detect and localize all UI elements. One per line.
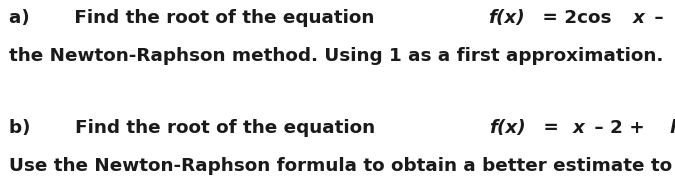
Text: Use the Newton-Raphson formula to obtain a better estimate to 4 d.p.: Use the Newton-Raphson formula to obtain… (9, 157, 675, 175)
Text: b)       Find the root of the equation: b) Find the root of the equation (9, 119, 381, 137)
Text: x: x (633, 9, 645, 27)
Text: the Newton-Raphson method. Using 1 as a first approximation.: the Newton-Raphson method. Using 1 as a … (9, 47, 663, 65)
Text: a)       Find the root of the equation: a) Find the root of the equation (9, 9, 381, 27)
Text: lnx: lnx (670, 119, 675, 137)
Text: f(x): f(x) (489, 9, 525, 27)
Text: – 2 +: – 2 + (589, 119, 651, 137)
Text: –: – (649, 9, 670, 27)
Text: = 2cos: = 2cos (536, 9, 611, 27)
Text: =: = (537, 119, 565, 137)
Text: x: x (573, 119, 585, 137)
Text: f(x): f(x) (489, 119, 526, 137)
